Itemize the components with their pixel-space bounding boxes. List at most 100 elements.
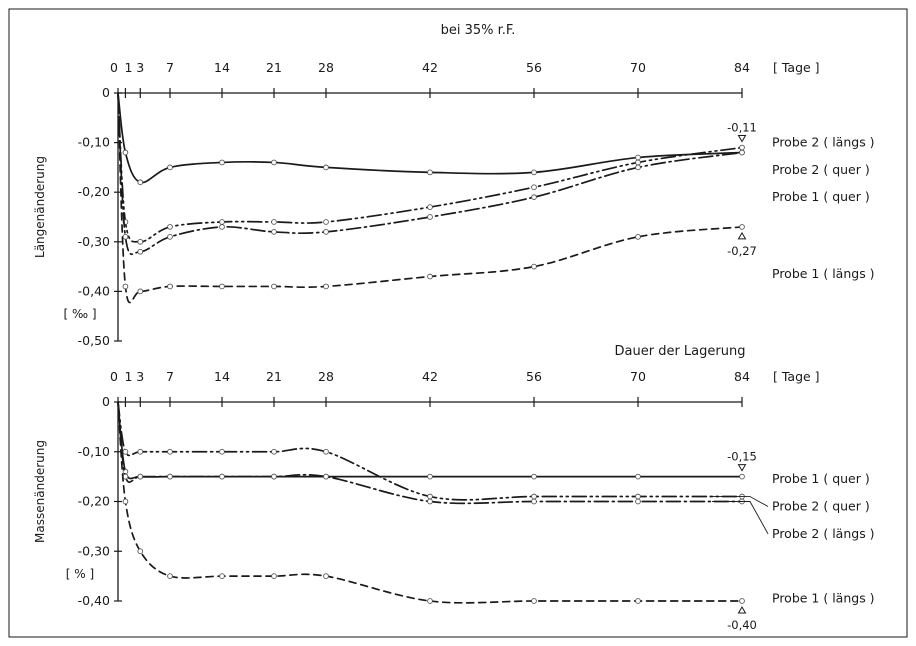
y-tick-label: -0,20 — [78, 184, 110, 199]
data-point — [219, 473, 225, 480]
x-tick-label: 21 — [266, 369, 282, 384]
data-point — [427, 473, 433, 480]
data-point — [531, 598, 537, 604]
y-tick-label: -0,10 — [78, 444, 110, 459]
data-point — [323, 229, 329, 235]
data-point — [122, 498, 129, 505]
data-point — [122, 233, 129, 240]
data-point — [635, 159, 641, 166]
data-point — [635, 164, 641, 171]
x-tick-label: 21 — [266, 60, 282, 75]
data-point — [323, 219, 329, 225]
data-point — [427, 493, 433, 500]
x-tick-label: 84 — [734, 369, 750, 384]
data-point — [635, 233, 641, 240]
legend-label: Probe 2 ( längs ) — [772, 135, 875, 150]
legend-label: Probe 2 ( längs ) — [772, 526, 875, 541]
legend-label: Probe 2 ( quer ) — [772, 162, 870, 177]
y-tick-label: -0,20 — [78, 494, 110, 509]
annotation-triangle — [737, 464, 747, 472]
x-tick-label: 28 — [318, 60, 334, 75]
x-tick-label: 56 — [526, 60, 542, 75]
data-point — [137, 473, 144, 480]
data-point — [635, 598, 641, 604]
data-point — [137, 448, 144, 455]
data-point — [219, 224, 225, 230]
data-point — [219, 573, 225, 579]
data-point — [167, 224, 173, 230]
annotation-triangle — [737, 135, 747, 143]
x-tick-label: 3 — [136, 60, 144, 75]
data-point — [122, 448, 129, 455]
annotation-label: -0,27 — [727, 244, 757, 258]
x-tick-label: 1 — [124, 60, 132, 75]
data-point — [271, 229, 277, 235]
series-line-3 — [117, 401, 743, 505]
x-tick-label: 0 — [110, 60, 118, 75]
x-unit-label: [ Tage ] — [773, 369, 820, 384]
legend-label: Probe 2 ( quer ) — [772, 498, 870, 513]
data-point — [531, 473, 537, 480]
data-point — [531, 184, 537, 191]
series-line-1 — [117, 92, 743, 243]
data-point — [271, 159, 277, 166]
data-point — [531, 194, 537, 201]
data-point — [137, 238, 144, 245]
data-point — [219, 159, 225, 166]
data-point — [137, 248, 144, 255]
series-line-1 — [117, 401, 743, 480]
data-point — [167, 573, 173, 579]
data-point — [427, 169, 433, 176]
x-tick-label: 7 — [166, 369, 174, 384]
data-point — [167, 233, 173, 240]
data-point — [167, 283, 173, 290]
legend-label: Probe 1 ( längs ) — [772, 266, 875, 281]
x-axis-label: Dauer der Lagerung — [615, 344, 746, 359]
x-tick-label: 14 — [214, 369, 230, 384]
y-axis-label: Längenänderung — [33, 156, 47, 258]
data-point — [122, 149, 129, 156]
data-point — [427, 273, 433, 280]
data-point — [323, 283, 329, 290]
annotation-triangle — [737, 606, 747, 614]
series-line-3 — [117, 92, 743, 256]
data-point — [271, 283, 277, 290]
data-point — [427, 598, 433, 604]
subplot-2: 0 1 3 7 14 21 28 42 56 70 84 [ Tage ] 0 -0,10 -0,20 -0,… — [33, 369, 875, 632]
data-point — [531, 263, 537, 270]
y-unit-label: [ ‰ ] — [63, 307, 96, 321]
data-point — [635, 498, 641, 505]
data-point — [323, 573, 329, 579]
series-line-2 — [117, 401, 743, 501]
annotation-triangle — [737, 231, 747, 240]
data-point — [531, 498, 537, 505]
data-point — [167, 448, 173, 455]
x-tick-label: 42 — [422, 369, 438, 384]
legend-leader — [712, 501, 769, 535]
data-point — [271, 473, 277, 480]
annotation-label: -0,11 — [727, 121, 757, 135]
y-tick-label: -0,50 — [78, 333, 110, 348]
data-point — [739, 149, 745, 156]
y-tick-label: -0,10 — [78, 135, 110, 150]
y-tick-label: 0 — [102, 394, 110, 409]
legend-leader — [712, 496, 769, 507]
plots-group: 0 1 3 7 14 21 28 42 56 70 84[ Tage ]0-0,10-0,20-0,… — [33, 60, 875, 632]
data-point — [739, 144, 745, 151]
x-tick-label: 7 — [166, 60, 174, 75]
data-point — [635, 154, 641, 161]
annotation-label: -0,15 — [727, 450, 757, 464]
data-point — [739, 224, 745, 230]
series-line-2 — [117, 92, 743, 184]
series-line-4 — [117, 401, 743, 604]
y-axis-label: Massenänderung — [33, 440, 47, 543]
frame-border — [8, 8, 908, 638]
x-tick-label: 56 — [526, 369, 542, 384]
data-point — [271, 573, 277, 579]
x-tick-label: 42 — [422, 60, 438, 75]
data-point — [739, 473, 745, 480]
x-tick-label: 0 — [110, 369, 118, 384]
data-point — [167, 164, 173, 171]
